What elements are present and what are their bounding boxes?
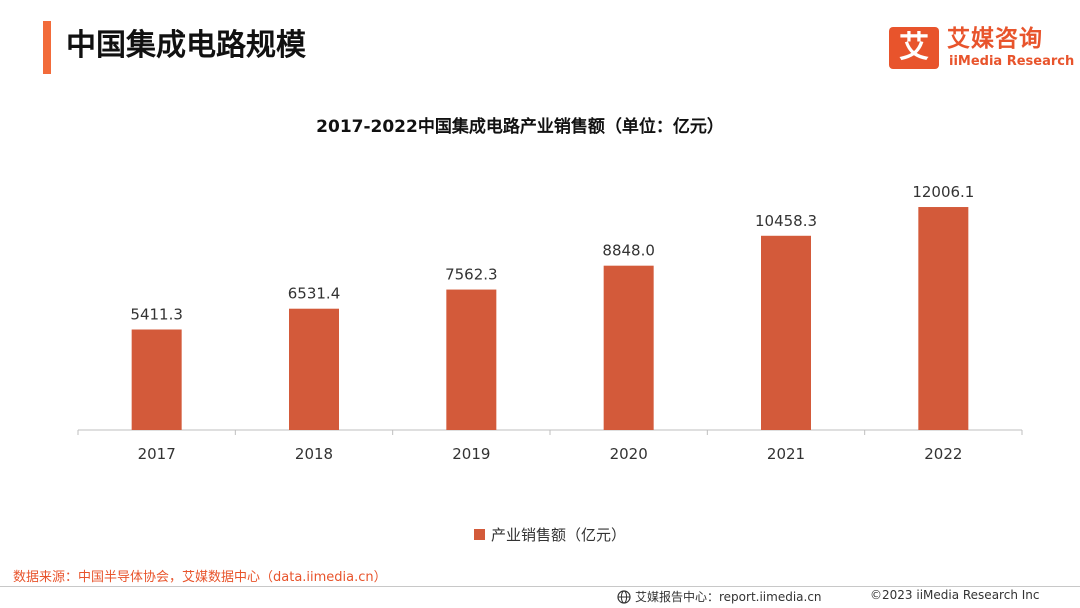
data-label-2017: 5411.3 [130, 306, 183, 324]
bar-2021 [761, 235, 811, 430]
bar-2020 [603, 265, 654, 430]
x-tick-label-2019: 2019 [452, 445, 490, 463]
data-label-2021: 10458.3 [755, 212, 817, 230]
x-tick-label-2018: 2018 [295, 445, 333, 463]
report-site-text: 艾媒报告中心：report.iimedia.cn [635, 590, 822, 604]
logo-name-en: iiMedia Research [949, 54, 1075, 69]
x-tick-label-2021: 2021 [767, 445, 805, 463]
logo-mark-icon: 艾 [889, 27, 939, 69]
brand-logo: 艾 艾媒咨询 iiMedia Research [889, 25, 1074, 73]
footer-report-site: 艾媒报告中心：report.iimedia.cn [617, 588, 822, 605]
footer-divider [0, 586, 1080, 587]
data-label-2022: 12006.1 [912, 183, 974, 201]
page-title: 中国集成电路规模 [66, 28, 306, 63]
bar-2022 [918, 207, 969, 430]
chart-title: 2017-2022中国集成电路产业销售额（单位：亿元） [316, 117, 724, 137]
data-label-2018: 6531.4 [288, 285, 341, 303]
data-label-2020: 8848.0 [602, 242, 655, 260]
x-tick-label-2017: 2017 [138, 445, 176, 463]
bar-chart: 5411.3 2017 6531.4 2018 7562.3 2019 8848.0 2020… [77, 183, 1023, 463]
title-accent-bar [43, 21, 51, 74]
legend-label: 产业销售额（亿元） [491, 526, 627, 544]
x-tick-label-2022: 2022 [924, 445, 962, 463]
bar-2017 [131, 329, 182, 430]
chart-legend: 产业销售额（亿元） [474, 524, 626, 545]
globe-icon [617, 589, 631, 604]
x-tick-label-2020: 2020 [610, 445, 648, 463]
legend-swatch [474, 529, 485, 540]
bar-2018 [289, 308, 339, 430]
bar-2019 [446, 289, 497, 430]
logo-name-cn: 艾媒咨询 [947, 26, 1043, 52]
data-source: 数据来源：中国半导体协会，艾媒数据中心（data.iimedia.cn） [13, 570, 387, 585]
data-label-2019: 7562.3 [445, 266, 498, 284]
copyright: ©2023 iiMedia Research Inc [870, 588, 1040, 602]
